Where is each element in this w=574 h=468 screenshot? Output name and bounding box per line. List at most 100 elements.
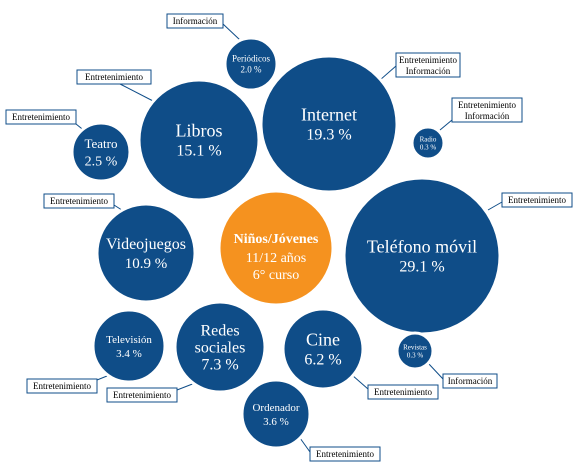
bubble-label-ordenador-0: Ordenador (252, 402, 299, 414)
bubble-circle-ordenador (240, 378, 312, 450)
tag-box-radio (451, 97, 523, 123)
tag-label-radio-1: Información (465, 111, 510, 121)
bubble-label-cine-0: Cine (306, 329, 340, 349)
leader-line-ordenador (299, 437, 311, 453)
leader-line-periodicos (222, 23, 241, 41)
bubble-label-redes-2: 7.3 % (201, 357, 238, 374)
bubble-circle-periodicos (223, 36, 279, 92)
tag-television: Entretenimiento (26, 378, 98, 394)
bubble-circle-redes (173, 300, 267, 394)
leader-line-telefono (487, 201, 503, 211)
bubble-label-revistas-1: 0.3 % (407, 351, 424, 359)
bubble-ordenador: Ordenador 3.6 % (240, 378, 312, 450)
bubble-label-internet-1: 19.3 % (306, 127, 351, 144)
bubble-circle-internet (259, 54, 399, 194)
bubble-label-telefono-1: 29.1 % (399, 259, 444, 276)
bubble-internet: Internet 19.3 % (259, 54, 399, 194)
bubble-label-redes-1: sociales (195, 340, 246, 357)
bubble-libros: Libros 15.1 % (137, 78, 261, 202)
bubble-label-television-1: 3.4 % (116, 348, 142, 360)
tag-ordenador: Entretenimiento (309, 446, 381, 462)
bubble-label-radio-1: 0.3 % (420, 143, 437, 151)
tag-label-redes-0: Entretenimiento (113, 390, 171, 400)
bubble-label-cine-1: 6.2 % (304, 352, 341, 369)
bubble-label-videojuegos-1: 10.9 % (125, 256, 168, 272)
tag-label-telefono-0: Entretenimiento (508, 195, 566, 205)
tag-box-telefono (501, 192, 573, 208)
tag-label-internet-1: Información (406, 66, 451, 76)
bubble-label-teatro-0: Teatro (84, 136, 117, 151)
bubble-label-television-0: Televisión (106, 334, 152, 346)
tag-box-cine (367, 384, 439, 400)
center-title: Niños/Jóvenes (234, 232, 319, 247)
leader-line-cine (351, 374, 369, 390)
bubble-videojuegos: Videojuegos 10.9 % (95, 202, 197, 304)
bubble-circle-radio (410, 125, 446, 161)
bubble-label-redes-0: Redes (200, 323, 239, 340)
tag-box-revistas (442, 373, 498, 389)
bubble-label-libros-0: Libros (176, 120, 223, 140)
bubble-label-periodicos-1: 2.0 % (241, 65, 263, 75)
leader-line-redes (176, 382, 196, 391)
tag-libros: Entretenimiento (76, 69, 152, 85)
tag-label-cine-0: Entretenimiento (374, 387, 432, 397)
bubble-television: Televisión 3.4 % (91, 308, 167, 384)
leader-line-revistas (427, 362, 444, 380)
tag-box-redes (106, 387, 178, 403)
center-line2: 11/12 años (246, 251, 307, 266)
tag-box-ordenador (309, 446, 381, 462)
bubble-circle-teatro (70, 121, 132, 183)
tag-box-periodicos (166, 13, 224, 29)
tag-revistas: Información (442, 373, 498, 389)
tag-videojuegos: Entretenimiento (43, 193, 115, 209)
bubble-label-ordenador-1: 3.6 % (263, 416, 289, 428)
tag-box-television (26, 378, 98, 394)
tag-periodicos: Información (166, 13, 224, 29)
leader-line-internet (379, 65, 397, 81)
tag-box-libros (76, 69, 152, 85)
bubble-circle-videojuegos (95, 202, 197, 304)
tag-label-internet-0: Entretenimiento (399, 55, 457, 65)
bubble-cine: Cine 6.2 % (281, 307, 365, 391)
bubble-circle-cine (281, 307, 365, 391)
tag-label-teatro-0: Entretenimiento (12, 112, 70, 122)
tag-label-periodicos-0: Información (173, 16, 218, 26)
bubble-label-teatro-1: 2.5 % (85, 154, 118, 169)
tag-label-videojuegos-0: Entretenimiento (50, 196, 108, 206)
tag-telefono: Entretenimiento (501, 192, 573, 208)
bubble-circle-revistas (395, 331, 435, 371)
tag-label-libros-0: Entretenimiento (85, 72, 143, 82)
center-bubble: Niños/Jóvenes 11/12 años 6° curso (217, 189, 335, 307)
bubble-label-radio-0: Radio (420, 135, 437, 143)
bubble-circle-television (91, 308, 167, 384)
bubble-label-telefono-0: Teléfono móvil (367, 236, 477, 256)
tag-teatro: Entretenimiento (5, 109, 77, 125)
tag-label-revistas-0: Información (448, 376, 493, 386)
bubble-label-libros-1: 15.1 % (176, 143, 221, 160)
tag-redes: Entretenimiento (106, 387, 178, 403)
bubble-label-videojuegos-0: Videojuegos (106, 236, 186, 253)
tag-cine: Entretenimiento (367, 384, 439, 400)
leader-line-radio (439, 119, 453, 131)
tag-box-videojuegos (43, 193, 115, 209)
leader-line-libros (119, 83, 156, 103)
tag-label-radio-0: Entretenimiento (458, 100, 516, 110)
bubble-label-revistas-0: Revistas (403, 343, 427, 351)
center-line3: 6° curso (253, 268, 299, 283)
tag-label-ordenador-0: Entretenimiento (316, 449, 374, 459)
bubble-telefono: Teléfono móvil 29.1 % (342, 176, 502, 336)
bubble-circle-libros (137, 78, 261, 202)
tag-label-television-0: Entretenimiento (33, 381, 91, 391)
bubble-label-periodicos-0: Periódicos (232, 54, 270, 64)
center-circle (217, 189, 335, 307)
tag-box-teatro (5, 109, 77, 125)
tag-box-internet (395, 52, 461, 78)
bubble-label-internet-0: Internet (301, 104, 357, 124)
